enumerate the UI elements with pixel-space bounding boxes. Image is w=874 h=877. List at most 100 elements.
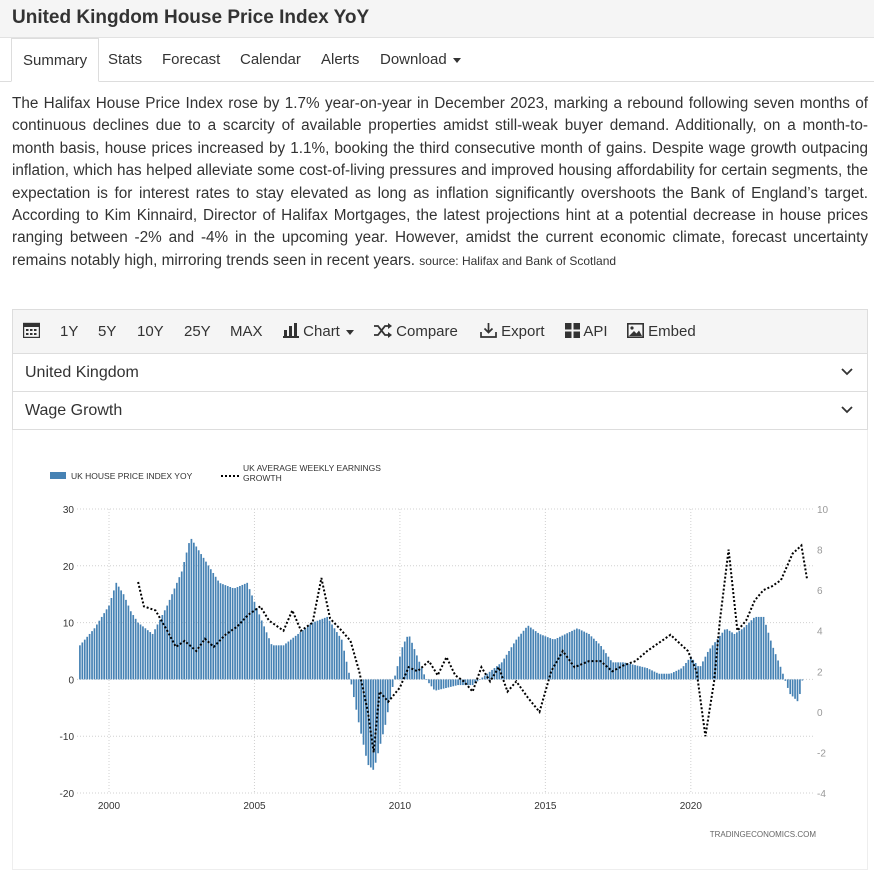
bar-mark (154, 629, 156, 680)
bar-mark (619, 662, 622, 680)
x-tick: 2010 (389, 801, 412, 812)
bar-mark (144, 628, 147, 680)
bar-mark (125, 599, 127, 680)
bar-mark (447, 679, 450, 688)
bar-mark (765, 624, 767, 680)
tab-download[interactable]: Download (380, 38, 461, 82)
bar-mark (656, 672, 658, 680)
bar-mark (304, 628, 307, 680)
bar-mark (241, 584, 244, 680)
y-tick-right: 4 (817, 627, 823, 638)
api-button[interactable]: API (565, 310, 608, 353)
bar-mark (340, 639, 343, 680)
watermark: TRADINGECONOMICS.COM (710, 830, 817, 839)
tab-summary[interactable]: Summary (11, 38, 100, 82)
bar-mark (343, 650, 345, 680)
bar-mark (253, 601, 256, 680)
y-tick-left: -10 (60, 732, 75, 743)
tab-forecast[interactable]: Forecast (162, 51, 221, 68)
accordion-united-kingdom[interactable]: United Kingdom (12, 354, 868, 392)
bar-mark (515, 639, 518, 680)
bar-mark (139, 624, 142, 680)
bar-mark (452, 679, 455, 687)
range-10y-button[interactable]: 10Y (137, 323, 164, 340)
bar-mark (675, 670, 678, 680)
bar-mark (180, 571, 183, 680)
bar-mark (328, 620, 331, 680)
bar-mark (777, 660, 779, 680)
bar-mark (382, 679, 384, 735)
legend-label-earnings: UK AVERAGE WEEKLY EARNINGS GROWTH (243, 463, 381, 483)
tab-stats[interactable]: Stats (108, 51, 143, 68)
bar-mark (292, 637, 295, 680)
bar-mark (217, 580, 219, 680)
bar-mark (658, 673, 661, 680)
bar-mark (682, 666, 685, 680)
range-max-button[interactable]: MAX (230, 323, 263, 340)
compare-button[interactable]: Compare (374, 310, 458, 353)
bar-mark (796, 679, 799, 702)
bar-mark (481, 677, 484, 680)
bar-mark (297, 633, 299, 680)
bar-mark (568, 632, 571, 680)
bar-mark (636, 665, 639, 680)
bar-mark (617, 662, 619, 680)
bar-mark (449, 679, 452, 687)
bar-mark (571, 630, 573, 680)
bar-mark (127, 605, 130, 680)
bar-mark (580, 630, 583, 680)
bar-mark (355, 679, 358, 710)
calendar-icon (22, 322, 41, 339)
calendar-button[interactable] (22, 310, 41, 353)
bar-mark (91, 631, 93, 680)
tab-alerts[interactable]: Alerts (321, 51, 360, 68)
chart-toolbar: 1Y 5Y 10Y 25Y MAX Chart Compare Export A… (12, 309, 868, 354)
range-1y-button[interactable]: 1Y (60, 323, 79, 340)
x-tick: 2005 (243, 801, 266, 812)
bar-mark (500, 662, 503, 680)
bar-mark (120, 590, 122, 680)
y-tick-left: 20 (63, 562, 75, 573)
bar-mark (491, 669, 493, 680)
bar-mark (173, 588, 176, 680)
bar-mark (321, 618, 324, 680)
bar-mark (721, 632, 724, 680)
tab-download-label: Download (380, 51, 447, 68)
bar-mark (353, 679, 355, 698)
y-tick-right: -4 (817, 789, 826, 800)
bar-mark (600, 646, 602, 680)
summary-body: The Halifax House Price Index rose by 1.… (12, 95, 868, 269)
accordion-wage-growth[interactable]: Wage Growth (12, 392, 868, 430)
bar-mark (360, 679, 362, 734)
bar-mark (517, 636, 520, 680)
bar-mark (377, 679, 379, 754)
bar-mark (100, 616, 103, 680)
range-5y-button[interactable]: 5Y (98, 323, 117, 340)
bar-mark (268, 638, 270, 680)
bar-mark (294, 635, 297, 680)
bar-mark (273, 645, 275, 680)
bar-mark (326, 616, 329, 680)
bar-mark (428, 679, 430, 684)
bar-mark (719, 635, 721, 680)
bar-mark (117, 586, 120, 680)
bar-mark (784, 679, 787, 681)
range-25y-button[interactable]: 25Y (184, 323, 211, 340)
tab-calendar[interactable]: Calendar (240, 51, 301, 68)
bar-mark (285, 643, 287, 680)
bar-mark (374, 679, 377, 763)
embed-button[interactable]: Embed (627, 310, 696, 353)
export-button[interactable]: Export (480, 310, 545, 353)
y-tick-left: -20 (60, 789, 75, 800)
y-tick-right: -2 (817, 748, 826, 759)
bar-mark (748, 622, 750, 680)
bar-mark (801, 679, 804, 681)
bar-mark (728, 630, 731, 680)
bar-mark (503, 658, 505, 680)
bar-mark (554, 639, 556, 680)
chart-type-button[interactable]: Chart (283, 310, 354, 353)
bar-mark (319, 619, 321, 680)
bar-mark (699, 666, 702, 680)
bar-mark (159, 619, 161, 680)
bar-mark (789, 679, 792, 695)
